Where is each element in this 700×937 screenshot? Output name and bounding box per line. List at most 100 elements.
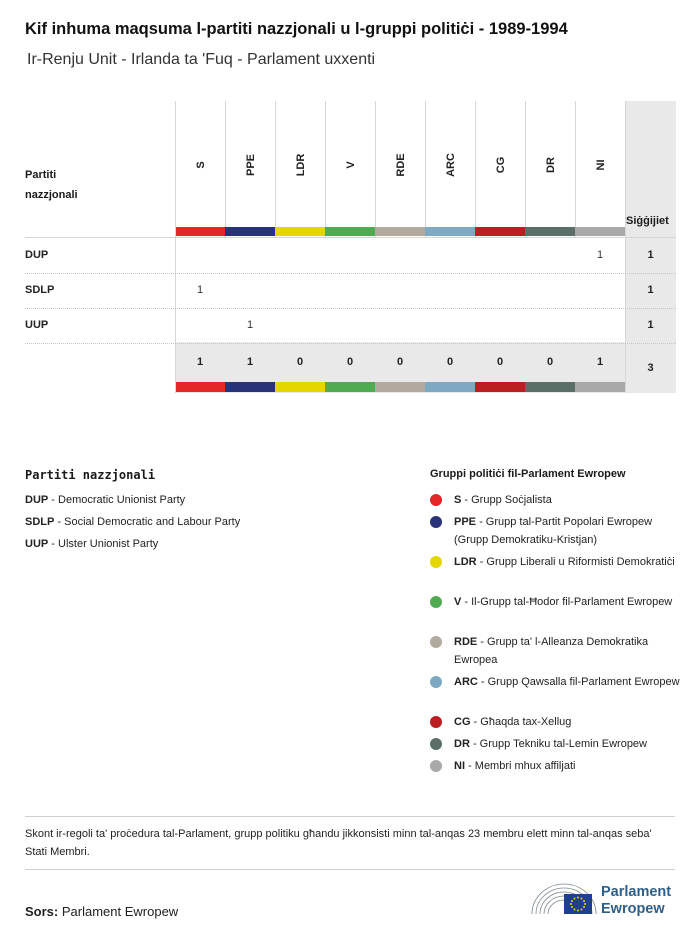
national-party-code: DUP: [25, 494, 49, 506]
row-separator: [25, 308, 676, 309]
group-code: DR: [454, 738, 470, 750]
group-color-dot: [430, 516, 442, 528]
chart-subtitle: Ir-Renju Unit - Irlanda ta 'Fuq - Parlam…: [27, 51, 376, 68]
group-code: PPE: [454, 516, 477, 528]
political-groups-legend-title: Gruppi politiċi fil-Parlament Ewropew: [430, 468, 626, 480]
column-color-bar-bottom-ldr: [275, 382, 325, 392]
group-color-dot: [430, 760, 442, 772]
group-color-dot: [430, 556, 442, 568]
political-group-item-s: S - Grupp Soċjalista: [430, 491, 680, 509]
national-party-item: DUP - Democratic Unionist Party: [25, 494, 185, 506]
column-color-bar-top-arc: [425, 227, 475, 236]
source-value: Parlament Ewropew: [61, 904, 179, 919]
column-label-cg: CG: [494, 156, 507, 174]
political-group-item-ldr: LDR - Grupp Liberali u Riformisti Demokr…: [430, 553, 680, 571]
group-color-dot: [430, 636, 442, 648]
column-header-dr: DR: [525, 101, 575, 237]
political-group-item-dr: DR - Grupp Tekniku tal-Lemin Ewropew: [430, 735, 680, 753]
group-separator: -: [477, 676, 488, 688]
column-color-bar-bottom-s: [175, 382, 225, 392]
column-header-v: V: [325, 101, 375, 237]
political-group-item-v: V - Il-Grupp tal-Ħodor fil-Parlament Ewr…: [430, 593, 680, 611]
row-separator: [25, 343, 676, 344]
group-text: ARC - Grupp Qawsalla fil-Parlament Ewrop…: [430, 673, 680, 691]
group-name: Grupp Tekniku tal-Lemin Ewropew: [479, 738, 647, 750]
group-text: DR - Grupp Tekniku tal-Lemin Ewropew: [430, 735, 680, 753]
column-header-ppe: PPE: [225, 101, 275, 237]
column-color-bar-top-ppe: [225, 227, 275, 236]
column-header-rde: RDE: [375, 101, 425, 237]
column-total: 0: [496, 356, 504, 368]
column-color-bar-bottom-v: [325, 382, 375, 392]
column-total: 1: [246, 356, 254, 368]
divider-top: [25, 816, 675, 817]
column-label-ldr: LDR: [294, 153, 307, 177]
logo-line-2: Ewropew: [601, 901, 665, 917]
group-separator: -: [461, 596, 472, 608]
group-separator: -: [477, 636, 488, 648]
source-line: Sors: Parlament Ewropew: [25, 904, 178, 919]
source-label: Sors:: [25, 904, 59, 919]
column-color-bar-bottom-ni: [575, 382, 625, 392]
national-party-name: Democratic Unionist Party: [58, 494, 186, 506]
national-party-separator: -: [48, 494, 59, 506]
column-color-bar-bottom-ppe: [225, 382, 275, 392]
distribution-table: Partiti nazzjonali Siġġijiet S PPE LDR V RDE…: [25, 101, 676, 393]
national-party-separator: -: [54, 516, 65, 528]
chart-title: Kif inhuma maqsuma l-partiti nazzjonali …: [25, 20, 568, 38]
column-color-bar-bottom-arc: [425, 382, 475, 392]
column-label-v: V: [344, 161, 357, 169]
column-label-arc: ARC: [444, 153, 457, 177]
row-total: 1: [647, 319, 654, 331]
column-header-arc: ARC: [425, 101, 475, 237]
table-cell: 1: [246, 319, 254, 331]
column-color-bar-bottom-dr: [525, 382, 575, 392]
column-color-bar-top-v: [325, 227, 375, 236]
group-separator: -: [476, 556, 487, 568]
national-party-code: SDLP: [25, 516, 55, 528]
seats-column-header: Siġġijiet: [626, 215, 669, 227]
column-header-cg: CG: [475, 101, 525, 237]
group-code: ARC: [454, 676, 478, 688]
total-column-band: [625, 101, 676, 393]
table-vertical-border: [625, 101, 626, 393]
group-text: NI - Membri mhux affiljati: [430, 757, 680, 775]
group-color-dot: [430, 494, 442, 506]
column-total: 0: [546, 356, 554, 368]
row-separator: [25, 273, 676, 274]
row-label-sdlp: SDLP: [25, 284, 55, 296]
column-color-bar-top-rde: [375, 227, 425, 236]
row-total: 1: [647, 284, 654, 296]
political-group-item-ni: NI - Membri mhux affiljati: [430, 757, 680, 775]
header-bottom-line: [25, 237, 676, 238]
group-color-dot: [430, 716, 442, 728]
group-code: LDR: [454, 556, 477, 568]
column-color-bar-top-cg: [475, 227, 525, 236]
column-header-ni: NI: [575, 101, 625, 237]
group-text: V - Il-Grupp tal-Ħodor fil-Parlament Ewr…: [430, 593, 680, 611]
column-label-rde: RDE: [394, 153, 407, 177]
group-code: CG: [454, 716, 471, 728]
column-total: 0: [296, 356, 304, 368]
group-name: Grupp Liberali u Riformisti Demokratiċi: [486, 556, 675, 568]
european-parliament-logo: [531, 883, 597, 915]
group-text: CG - Għaqda tax-Xellug: [430, 713, 680, 731]
group-separator: -: [469, 738, 480, 750]
group-separator: -: [476, 516, 486, 528]
column-color-bar-top-s: [175, 227, 225, 236]
national-party-name: Ulster Unionist Party: [58, 538, 159, 550]
political-group-item-cg: CG - Għaqda tax-Xellug: [430, 713, 680, 731]
column-label-dr: DR: [544, 157, 557, 173]
national-parties-legend-title: Partiti nazzjonali: [25, 468, 156, 482]
group-name: Grupp Soċjalista: [471, 494, 552, 506]
group-text: PPE - Grupp tal-Partit Popolari Ewropew …: [430, 513, 680, 549]
column-total: 1: [596, 356, 604, 368]
column-header-s: S: [175, 101, 225, 237]
column-color-bar-top-dr: [525, 227, 575, 236]
national-party-item: UUP - Ulster Unionist Party: [25, 538, 158, 550]
column-label-ppe: PPE: [244, 153, 257, 177]
eu-stars-icon: [570, 896, 586, 912]
group-code: RDE: [454, 636, 478, 648]
column-total: 1: [196, 356, 204, 368]
political-group-item-arc: ARC - Grupp Qawsalla fil-Parlament Ewrop…: [430, 673, 680, 691]
